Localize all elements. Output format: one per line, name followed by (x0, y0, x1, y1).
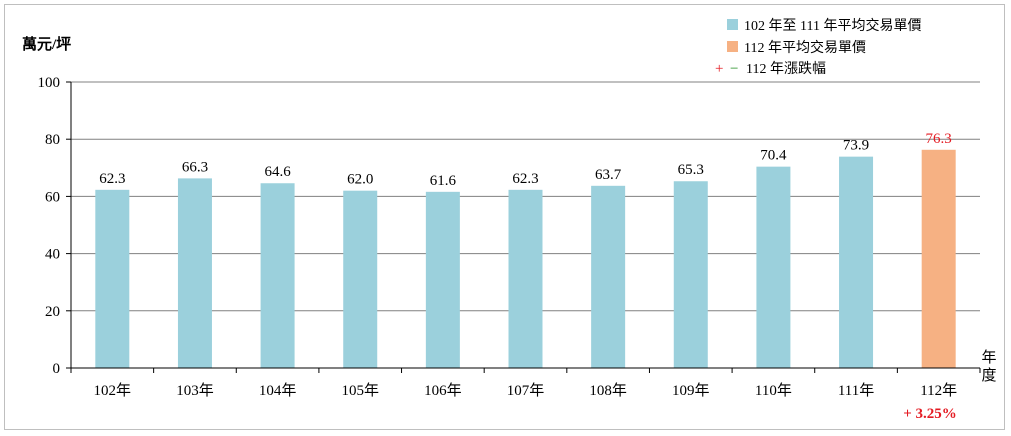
data-label-102年: 62.3 (99, 171, 125, 187)
x-axis-title-char-2: 度 (981, 367, 996, 384)
bar-104年 (260, 183, 295, 368)
x-tick-label: 103年 (176, 382, 214, 399)
x-axis-title-char-1: 年 (981, 349, 996, 366)
y-tick-label: 40 (45, 247, 60, 263)
legend-label-historical: 102 年至 111 年平均交易單價 (744, 17, 921, 34)
legend-minus-sign: − (730, 61, 738, 77)
y-tick-label: 100 (38, 75, 61, 91)
data-label-110年: 70.4 (760, 148, 787, 164)
x-tick-label: 108年 (589, 382, 627, 399)
bar-106年 (425, 191, 460, 368)
change-percentage-label: + 3.25% (903, 406, 957, 422)
data-label-111年: 73.9 (843, 138, 869, 154)
x-tick-label: 110年 (755, 382, 792, 399)
legend-swatch-current (727, 41, 738, 52)
bar-112年 (921, 149, 956, 368)
y-tick-label: 80 (45, 132, 60, 148)
data-label-109年: 65.3 (678, 162, 704, 178)
y-tick-label: 0 (53, 361, 61, 377)
data-label-105年: 62.0 (347, 172, 373, 188)
bar-109年 (673, 181, 708, 368)
chart-frame (4, 4, 1005, 430)
data-label-104年: 64.6 (264, 164, 291, 180)
legend-label-change: 112 年漲跌幅 (746, 61, 826, 77)
data-label-112年: 76.3 (926, 131, 952, 147)
x-tick-label: 107年 (507, 382, 545, 399)
legend: 102 年至 111 年平均交易單價 112 年平均交易單價 + − 112 年… (715, 17, 921, 77)
legend-plus-sign: + (715, 61, 723, 77)
legend-label-current: 112 年平均交易單價 (744, 39, 866, 56)
x-axis: 102年 103年 104年 105年 106年 107年 108年 109年 110年 111年… (70, 367, 981, 399)
x-tick-label: 105年 (341, 382, 379, 399)
data-label-106年: 61.6 (430, 173, 457, 189)
data-label-103年: 66.3 (182, 159, 208, 175)
bar-103年 (177, 178, 212, 368)
bar-107年 (508, 189, 543, 368)
bar-108年 (591, 185, 626, 368)
x-tick-label: 111年 (838, 382, 874, 399)
bar-102年 (95, 189, 130, 368)
y-axis-title: 萬元/坪 (22, 35, 71, 53)
x-tick-label: 102年 (94, 382, 132, 399)
legend-swatch-historical (727, 19, 738, 30)
bars: 62.3 66.3 64.6 62.0 61.6 62.3 63.7 65.3 70.4 73.9… (95, 131, 956, 368)
x-tick-label: 104年 (259, 382, 297, 399)
y-axis: 0 20 40 60 80 100 (38, 75, 72, 377)
bar-111年 (839, 156, 874, 368)
bar-105年 (343, 190, 378, 368)
x-tick-label: 109年 (672, 382, 710, 399)
bar-110年 (756, 166, 791, 368)
y-tick-label: 20 (45, 304, 60, 320)
x-tick-label: 106年 (424, 382, 462, 399)
data-label-107年: 62.3 (512, 171, 538, 187)
x-tick-label: 112年 (920, 382, 957, 399)
y-tick-label: 60 (45, 189, 60, 205)
data-label-108年: 63.7 (595, 167, 622, 183)
